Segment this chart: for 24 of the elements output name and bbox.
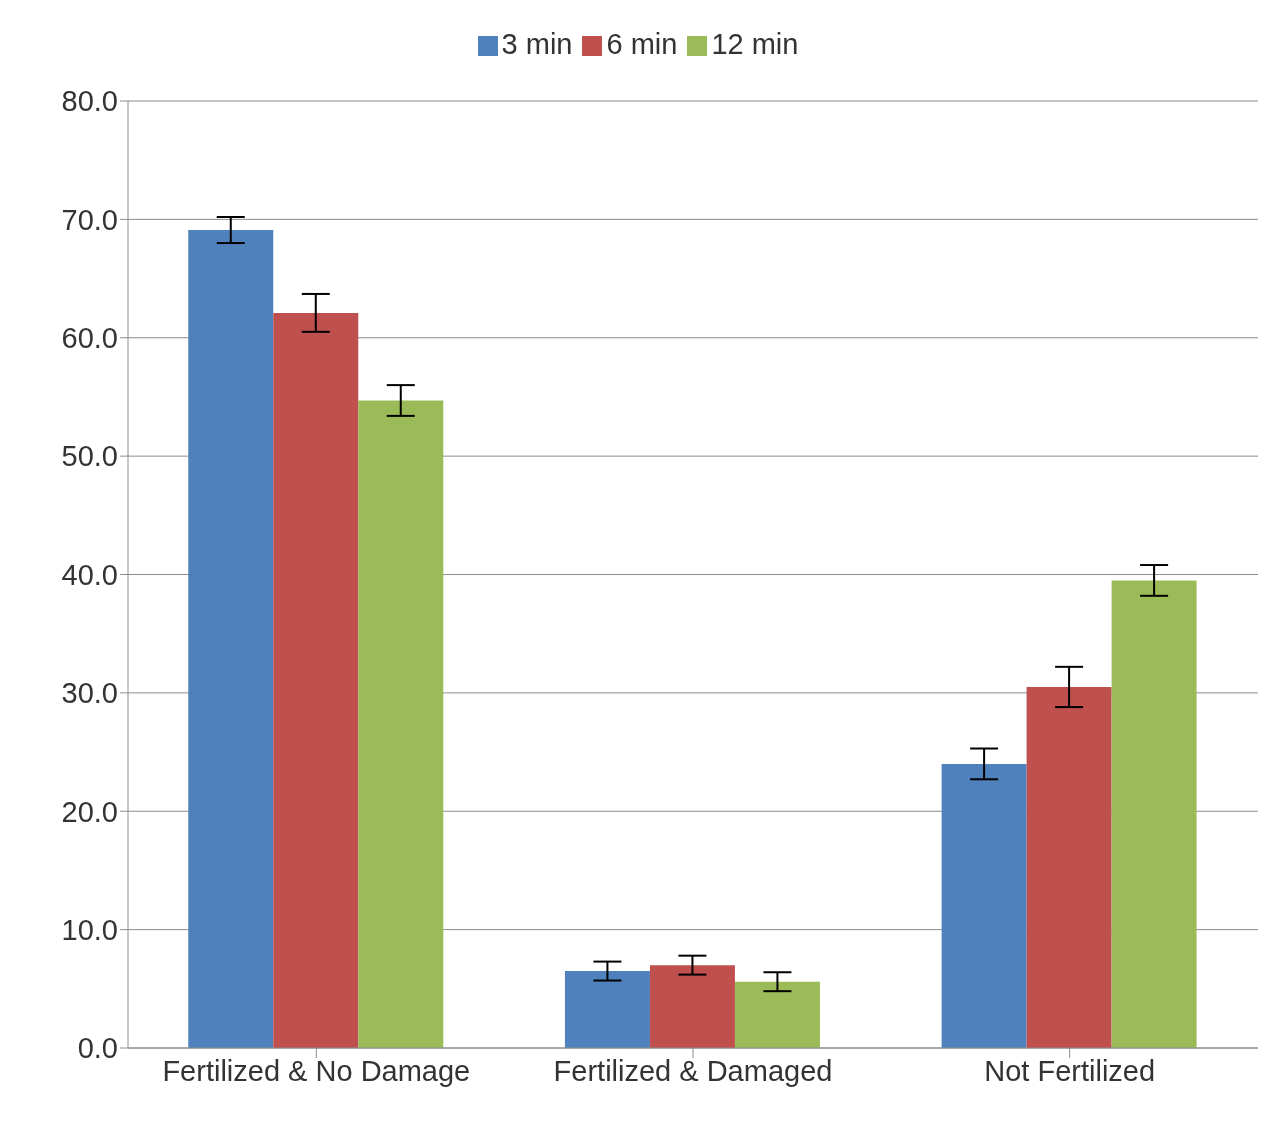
y-tick-label: 40.0 xyxy=(61,558,118,591)
y-tick-label: 80.0 xyxy=(61,85,118,118)
x-tick-label: Fertilized & Damaged xyxy=(553,1054,833,1087)
legend-label: 3 min xyxy=(501,28,573,60)
bar xyxy=(1026,686,1112,1048)
y-tick-label: 60.0 xyxy=(61,322,118,355)
bar xyxy=(273,312,359,1048)
bar xyxy=(734,981,820,1048)
y-tick-label: 50.0 xyxy=(61,440,118,473)
bar xyxy=(1111,580,1197,1048)
bar xyxy=(358,400,444,1048)
y-tick-label: 30.0 xyxy=(61,677,118,710)
y-tick-label: 70.0 xyxy=(61,203,118,236)
y-tick-label: 0.0 xyxy=(77,1032,118,1065)
bar xyxy=(941,763,1027,1048)
bar xyxy=(188,230,274,1048)
x-tick-label: Fertilized & No Damage xyxy=(162,1054,471,1087)
legend-label: 6 min xyxy=(606,28,678,60)
bar xyxy=(649,965,735,1048)
legend-label: 12 min xyxy=(711,28,799,60)
bar xyxy=(564,971,650,1048)
y-tick-label: 10.0 xyxy=(61,913,118,946)
y-tick-label: 20.0 xyxy=(61,795,118,828)
x-tick-label: Not Fertilized xyxy=(984,1054,1156,1087)
